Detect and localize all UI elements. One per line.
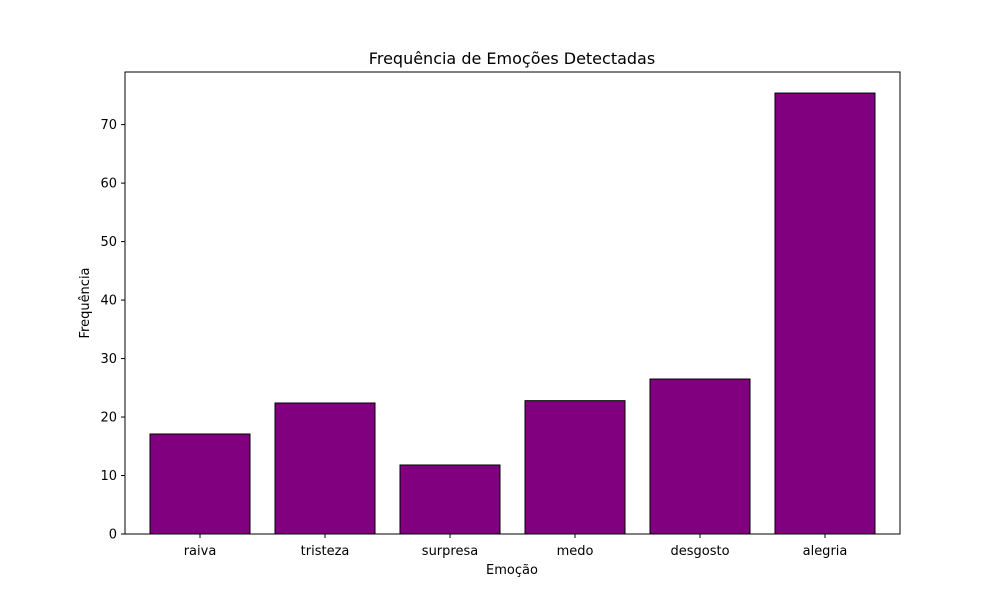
x-tick-label: tristeza [301, 544, 350, 559]
bar-surpresa [399, 464, 501, 535]
y-tick-label: 40 [100, 294, 117, 309]
y-tick-label: 60 [100, 177, 117, 192]
bar-tristeza [274, 402, 376, 535]
y-axis-label: Frequência [78, 267, 93, 338]
x-axis: raiva tristeza surpresa medo desgosto alegria [184, 534, 848, 559]
y-tick-label: 70 [100, 118, 117, 133]
x-tick-label: alegria [803, 544, 848, 559]
y-tick-label: 30 [100, 352, 117, 367]
chart-title: Frequência de Emoções Detectadas [369, 49, 655, 68]
y-tick-label: 10 [100, 469, 117, 484]
bar-raiva [149, 433, 251, 535]
y-tick-label: 0 [109, 528, 117, 543]
plot-frame [124, 71, 901, 535]
bar-desgosto [649, 378, 751, 535]
x-tick-label: desgosto [670, 544, 729, 559]
bar-medo [524, 400, 626, 535]
x-axis-label: Emoção [486, 563, 538, 578]
y-tick-label: 50 [100, 235, 117, 250]
bars-group [149, 92, 876, 535]
bar-alegria [774, 92, 876, 535]
x-tick-label: surpresa [422, 544, 478, 559]
x-tick-label: raiva [184, 544, 217, 559]
y-tick-label: 20 [100, 411, 117, 426]
y-axis: 0 10 20 30 40 50 60 70 [100, 118, 125, 543]
x-tick-label: medo [557, 544, 594, 559]
